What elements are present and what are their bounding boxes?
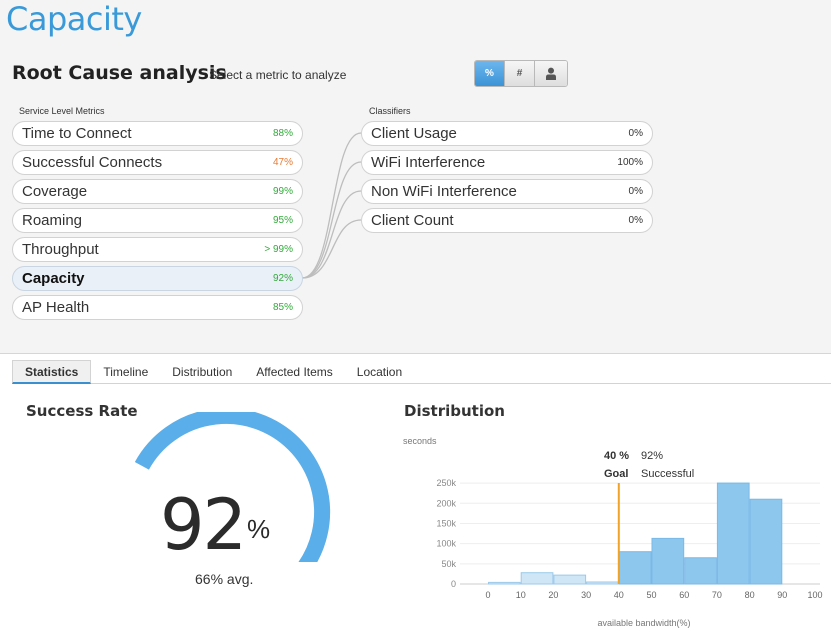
success-rate-title: Success Rate	[26, 402, 138, 420]
histogram-bar	[651, 537, 685, 585]
gauge-fill	[134, 412, 331, 562]
metric-value: 88%	[272, 128, 293, 139]
metric-label: Throughput	[22, 241, 99, 258]
y-axis-label: seconds	[403, 436, 437, 446]
tab-location[interactable]: Location	[356, 365, 403, 379]
histogram-bar	[684, 557, 717, 585]
metric-value: 99%	[272, 186, 293, 197]
histogram-bar	[586, 581, 619, 585]
metric-value: 85%	[272, 302, 293, 313]
successful-value: 92%	[641, 450, 663, 462]
metrics-heading: Service Level Metrics	[19, 106, 105, 116]
x-axis-label: available bandwidth(%)	[597, 618, 690, 628]
metric-label: Coverage	[22, 183, 88, 200]
x-tick-label: 70	[712, 590, 722, 600]
user-icon	[546, 67, 556, 80]
metric-label: Capacity	[22, 270, 85, 287]
x-tick-label: 20	[548, 590, 558, 600]
tab-distribution[interactable]: Distribution	[172, 365, 233, 379]
metric-label: Successful Connects	[22, 154, 163, 171]
metric-item-roaming[interactable]: Roaming 95%	[12, 208, 303, 233]
classifier-label: Client Count	[371, 212, 454, 229]
y-tick-label: 150k	[436, 518, 456, 528]
metric-value: > 99%	[264, 244, 293, 255]
classifier-value: 100%	[617, 157, 643, 168]
x-tick-label: 10	[516, 590, 526, 600]
count-mode-button[interactable]: #	[505, 61, 535, 86]
classifier-item-wifi-interference[interactable]: WiFi Interference 100%	[361, 150, 653, 175]
details-panel: Statistics Timeline Distribution Affecte…	[0, 353, 831, 634]
classifier-item-client-count[interactable]: Client Count 0%	[361, 208, 653, 233]
metric-value: 47%	[272, 157, 293, 168]
y-tick-label: 250k	[436, 478, 456, 488]
connector-wifi-interference	[301, 161, 362, 279]
rca-subtitle: Select a metric to analyze	[209, 68, 347, 82]
x-tick-label: 90	[777, 590, 787, 600]
metric-item-ap-health[interactable]: AP Health 85%	[12, 295, 303, 320]
classifier-value: 0%	[628, 215, 643, 226]
classifier-label: Non WiFi Interference	[371, 183, 517, 200]
metric-item-throughput[interactable]: Throughput > 99%	[12, 237, 303, 262]
tab-statistics[interactable]: Statistics	[12, 360, 92, 384]
metric-label: Roaming	[22, 212, 83, 229]
metric-label: Time to Connect	[22, 125, 132, 142]
histogram-bar	[749, 498, 783, 585]
y-tick-label: 0	[451, 579, 456, 589]
success-rate-value: 92	[160, 484, 247, 566]
classifier-label: WiFi Interference	[371, 154, 486, 171]
metric-item-capacity[interactable]: Capacity 92%	[12, 266, 303, 291]
x-tick-label: 0	[485, 590, 490, 600]
classifier-value: 0%	[628, 128, 643, 139]
goal-label: Goal	[604, 468, 628, 480]
details-tabs: Statistics Timeline Distribution Affecte…	[12, 360, 831, 384]
histogram-bar	[488, 581, 521, 585]
success-rate-unit: %	[247, 514, 271, 544]
histogram-bar	[553, 574, 587, 585]
metric-item-successful-connects[interactable]: Successful Connects 47%	[12, 150, 303, 175]
x-tick-label: 60	[679, 590, 689, 600]
metric-label: AP Health	[22, 299, 90, 316]
histogram-bar	[520, 572, 554, 585]
x-tick-label: 30	[581, 590, 591, 600]
success-rate-gauge	[134, 412, 331, 562]
page-title: Capacity	[6, 0, 142, 38]
goal-value: 40 %	[604, 450, 629, 462]
distribution-title: Distribution	[404, 402, 505, 420]
distribution-chart: seconds 40 % Goal 92% Successful availab…	[403, 436, 823, 628]
metric-item-coverage[interactable]: Coverage 99%	[12, 179, 303, 204]
success-rate-average: 66% avg.	[195, 571, 254, 587]
connector-non-wifi-interference	[301, 190, 362, 279]
tab-affected-items[interactable]: Affected Items	[256, 365, 333, 379]
metric-value: 95%	[272, 215, 293, 226]
metric-value: 92%	[272, 273, 293, 284]
connector-client-usage	[301, 132, 362, 279]
mode-toggle-group: % #	[474, 60, 568, 87]
rca-title: Root Cause analysis	[12, 62, 227, 84]
tab-timeline[interactable]: Timeline	[103, 365, 149, 379]
x-tick-label: 40	[614, 590, 624, 600]
histogram-bar	[618, 551, 652, 585]
percent-mode-button[interactable]: %	[475, 61, 505, 86]
y-tick-label: 50k	[441, 559, 456, 569]
classifiers-heading: Classifiers	[369, 106, 411, 116]
y-tick-label: 200k	[436, 498, 456, 508]
connector-lines	[301, 132, 362, 279]
x-tick-label: 100	[807, 590, 822, 600]
classifier-item-client-usage[interactable]: Client Usage 0%	[361, 121, 653, 146]
connector-client-count	[301, 219, 362, 279]
metric-item-time-to-connect[interactable]: Time to Connect 88%	[12, 121, 303, 146]
classifier-value: 0%	[628, 186, 643, 197]
x-tick-label: 80	[745, 590, 755, 600]
classifier-label: Client Usage	[371, 125, 457, 142]
user-mode-button[interactable]	[535, 61, 567, 86]
y-tick-label: 100k	[436, 539, 456, 549]
histogram-bar	[716, 482, 750, 585]
classifier-item-non-wifi-interference[interactable]: Non WiFi Interference 0%	[361, 179, 653, 204]
x-tick-label: 50	[646, 590, 656, 600]
successful-label: Successful	[641, 468, 694, 480]
